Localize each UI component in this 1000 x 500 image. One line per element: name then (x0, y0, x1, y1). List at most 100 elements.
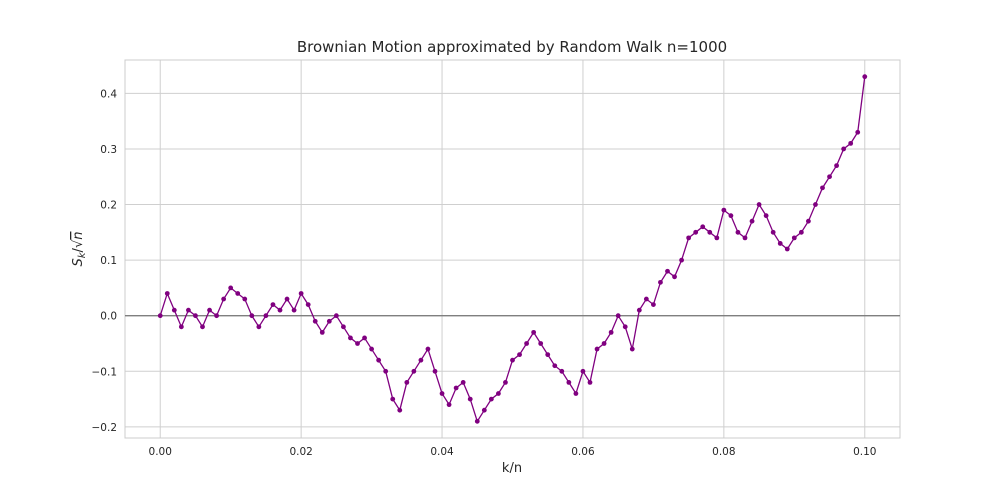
data-point (615, 313, 621, 319)
data-point (827, 174, 832, 180)
data-point (580, 368, 586, 374)
data-point (397, 407, 403, 413)
data-point (432, 368, 438, 374)
data-point (291, 307, 297, 313)
x-tick-label: 0.08 (712, 446, 735, 458)
data-point (608, 329, 614, 335)
data-point (383, 368, 389, 374)
svg-text:Sk/√n: Sk/√n (71, 232, 88, 267)
data-point (390, 396, 396, 402)
data-point (545, 352, 551, 358)
data-point (784, 246, 790, 252)
data-point (214, 313, 219, 319)
data-point (763, 213, 769, 219)
x-tick-labels: 0.00 0.02 0.04 0.06 0.08 0.10 (149, 446, 877, 458)
data-point (355, 341, 360, 346)
data-point (193, 313, 198, 319)
data-point (735, 229, 741, 235)
data-point (665, 268, 670, 274)
data-point (510, 357, 515, 363)
data-point (319, 329, 325, 335)
data-point (573, 391, 579, 396)
data-point (496, 391, 501, 396)
data-point (348, 335, 353, 341)
data-point (298, 291, 304, 296)
data-point (362, 335, 367, 341)
data-point (178, 324, 184, 330)
chart-title: Brownian Motion approximated by Random W… (297, 38, 727, 56)
data-point (693, 229, 699, 235)
y-axis-label-var: n (71, 232, 86, 240)
data-point (460, 380, 466, 385)
data-point (312, 318, 318, 324)
data-point (531, 329, 537, 335)
data-point (242, 296, 248, 302)
data-point (341, 324, 346, 330)
data-point (629, 346, 635, 352)
series-walk (157, 74, 868, 424)
data-point (770, 229, 776, 235)
data-point (841, 146, 847, 152)
data-point (538, 341, 544, 346)
data-point (552, 363, 558, 369)
data-point (453, 385, 459, 391)
data-point (756, 202, 762, 207)
data-point (798, 229, 804, 235)
data-point (277, 307, 283, 313)
data-point (425, 346, 431, 352)
y-axis-label-sep: / (71, 247, 86, 252)
y-tick-label: 0.4 (100, 88, 117, 100)
data-point (481, 407, 487, 413)
data-point (643, 296, 649, 302)
data-point (721, 207, 727, 213)
data-point (594, 346, 600, 352)
data-point (728, 213, 734, 219)
data-point (517, 352, 522, 358)
y-axis-label-radical: √ (71, 239, 86, 248)
data-point (700, 224, 706, 230)
data-point (284, 296, 290, 302)
data-point (834, 163, 839, 169)
data-point (636, 307, 642, 313)
data-point (221, 296, 227, 302)
data-point (658, 279, 663, 285)
data-point (333, 313, 339, 319)
series-line (159, 76, 866, 423)
x-tick-label: 0.06 (571, 446, 595, 458)
data-point (228, 285, 234, 291)
data-point (587, 380, 593, 385)
data-point (848, 140, 854, 146)
data-point (305, 302, 311, 307)
y-tick-label: 0.0 (100, 311, 117, 323)
data-point (256, 324, 262, 330)
data-point (200, 324, 205, 330)
data-point (207, 307, 212, 313)
data-point (524, 341, 529, 346)
data-point (326, 318, 332, 324)
x-tick-label: 0.02 (289, 446, 312, 458)
data-point (672, 274, 677, 280)
data-point (651, 302, 656, 307)
data-point (862, 74, 868, 80)
x-axis-label: k/n (502, 461, 522, 476)
plot-frame (124, 59, 901, 439)
y-tick-label: −0.2 (92, 422, 118, 434)
y-axis-label: Sk/√n (71, 232, 88, 267)
data-point (566, 380, 572, 385)
y-tick-label: 0.2 (100, 200, 117, 212)
y-tick-labels: −0.2 −0.1 0.0 0.1 0.2 0.3 0.4 (92, 88, 118, 434)
data-point (679, 257, 684, 263)
data-point (157, 313, 163, 319)
data-point (249, 313, 255, 319)
data-point (369, 346, 374, 352)
y-tick-label: −0.1 (92, 366, 118, 378)
data-point (263, 313, 269, 319)
data-point (235, 291, 241, 296)
data-point (446, 402, 452, 408)
data-point (806, 218, 811, 224)
data-point (418, 357, 424, 363)
x-tick-label: 0.10 (853, 446, 876, 458)
data-point (622, 324, 628, 330)
y-axis-label-main: S (71, 258, 86, 266)
data-point (467, 396, 473, 402)
